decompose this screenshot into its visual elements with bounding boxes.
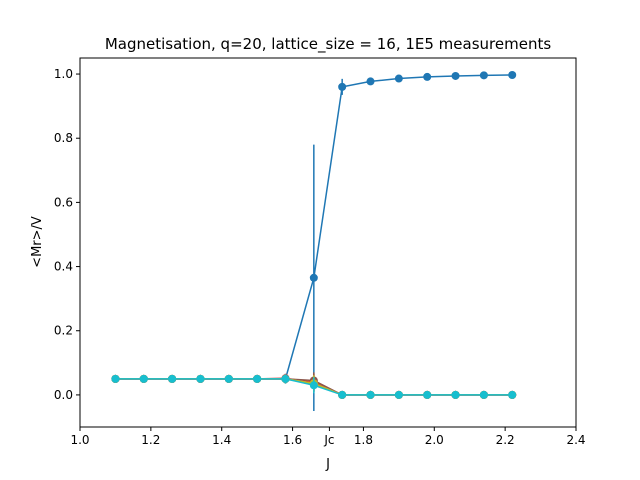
data-point	[366, 77, 375, 86]
data-point	[139, 374, 148, 383]
data-point	[366, 390, 375, 399]
data-point	[508, 71, 517, 80]
x-tick-label: 2.2	[496, 433, 515, 447]
y-tick-label: 0.6	[54, 195, 73, 209]
x-tick-label: 2.0	[425, 433, 444, 447]
x-tick-label: 1.2	[141, 433, 160, 447]
data-point	[479, 71, 488, 80]
data-point	[479, 390, 488, 399]
y-axis-label: <Mr>/V	[30, 216, 45, 268]
data-point	[168, 374, 177, 383]
series-r9	[111, 374, 517, 399]
jc-tick-label: Jc	[323, 433, 334, 447]
x-tick-label: 2.4	[566, 433, 585, 447]
x-tick-label: 1.6	[283, 433, 302, 447]
data-point	[253, 374, 262, 383]
x-axis: 1.0 1.2 1.4 1.6 1.8 2.0 2.2 2.4 Jc	[70, 427, 586, 447]
x-tick-label: 1.8	[354, 433, 373, 447]
y-tick-label: 0.2	[54, 324, 73, 338]
data-point	[309, 273, 318, 282]
data-point	[508, 390, 517, 399]
data-point	[394, 390, 403, 399]
y-tick-label: 0.8	[54, 131, 73, 145]
data-point	[281, 374, 290, 383]
x-tick-label: 1.4	[212, 433, 231, 447]
y-axis: 0.0 0.2 0.4 0.6 0.8 1.0	[54, 67, 80, 402]
data-point	[309, 381, 318, 390]
y-tick-label: 0.0	[54, 388, 73, 402]
x-axis-label: J	[325, 457, 330, 472]
data-point	[451, 390, 460, 399]
chart-title: Magnetisation, q=20, lattice_size = 16, …	[105, 35, 551, 54]
data-point	[196, 374, 205, 383]
data-point	[338, 390, 347, 399]
data-point	[451, 71, 460, 80]
data-point	[423, 72, 432, 81]
axes-frame	[79, 57, 577, 428]
data-point	[423, 390, 432, 399]
y-tick-label: 1.0	[54, 67, 73, 81]
y-tick-label: 0.4	[54, 260, 73, 274]
plot-area	[111, 71, 517, 411]
data-point	[111, 374, 120, 383]
x-tick-label: 1.0	[70, 433, 89, 447]
data-point	[224, 374, 233, 383]
data-point	[394, 74, 403, 83]
data-point	[338, 82, 347, 91]
